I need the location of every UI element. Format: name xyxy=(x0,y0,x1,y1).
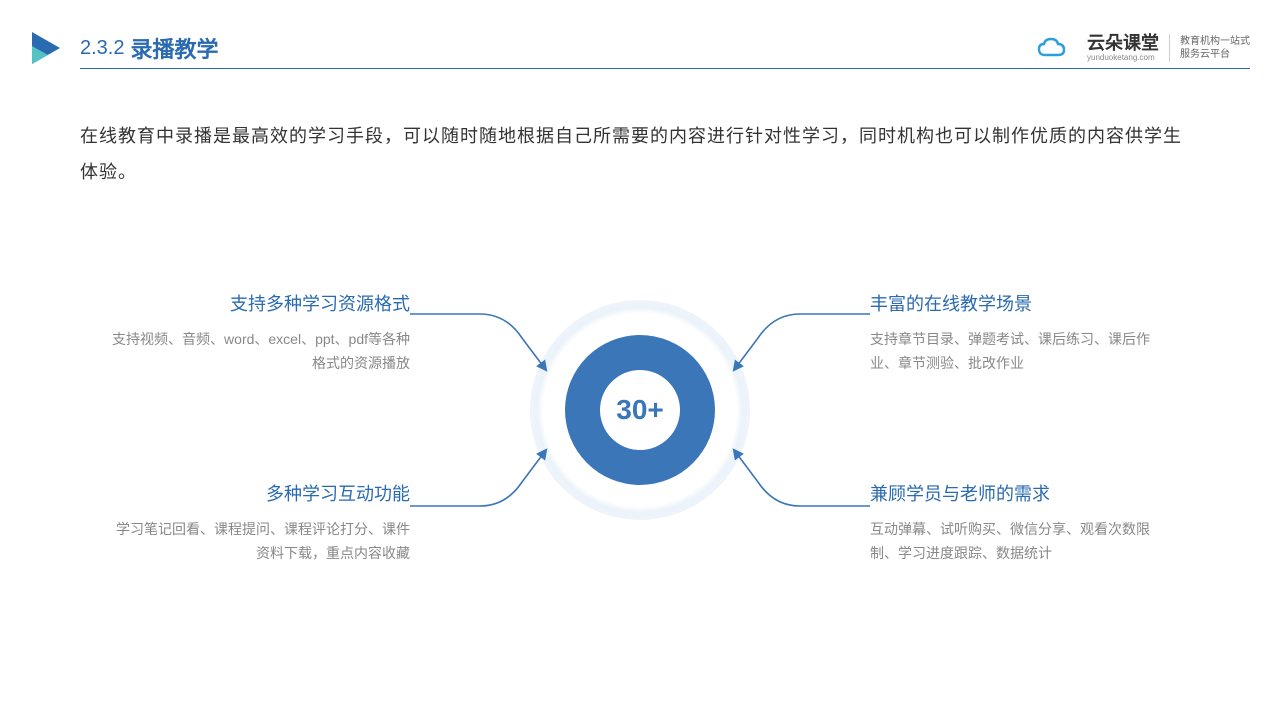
feature-top-right: 丰富的在线教学场景 支持章节目录、弹题考试、课后练习、课后作业、章节测验、批改作… xyxy=(870,290,1170,376)
brand-sub: yunduoketang.com xyxy=(1087,54,1159,63)
brand-tagline: 教育机构一站式服务云平台 xyxy=(1180,35,1250,61)
center-value: 30+ xyxy=(616,394,664,426)
feature-title: 多种学习互动功能 xyxy=(110,480,410,506)
slide-description: 在线教育中录播是最高效的学习手段，可以随时随地根据自己所需要的内容进行针对性学习… xyxy=(80,118,1200,190)
play-icon xyxy=(30,30,66,66)
header-left: 2.3.2 录播教学 xyxy=(30,30,219,66)
feature-desc: 支持视频、音频、word、excel、ppt、pdf等各种格式的资源播放 xyxy=(110,328,410,376)
feature-bottom-left: 多种学习互动功能 学习笔记回看、课程提问、课程评论打分、课件资料下载，重点内容收… xyxy=(110,480,410,566)
feature-title: 支持多种学习资源格式 xyxy=(110,290,410,316)
section-title: 录播教学 xyxy=(130,32,218,64)
divider xyxy=(1169,34,1170,62)
feature-title: 丰富的在线教学场景 xyxy=(870,290,1170,316)
section-number: 2.3.2 xyxy=(80,37,124,60)
cloud-logo-icon xyxy=(1037,37,1067,59)
header-right: 云朵课堂 yunduoketang.com 教育机构一站式服务云平台 xyxy=(1037,34,1250,63)
slide-header: 2.3.2 录播教学 云朵课堂 yunduoketang.com 教育机构一站式… xyxy=(30,30,1250,66)
feature-desc: 学习笔记回看、课程提问、课程评论打分、课件资料下载，重点内容收藏 xyxy=(110,518,410,566)
feature-title: 兼顾学员与老师的需求 xyxy=(870,480,1170,506)
feature-desc: 支持章节目录、弹题考试、课后练习、课后作业、章节测验、批改作业 xyxy=(870,328,1170,376)
white-core: 30+ xyxy=(600,370,680,450)
title-underline xyxy=(80,68,1250,69)
brand-name: 云朵课堂 xyxy=(1087,34,1159,54)
feature-bottom-right: 兼顾学员与老师的需求 互动弹幕、试听购买、微信分享、观看次数限制、学习进度跟踪、… xyxy=(870,480,1170,566)
center-circle: 30+ xyxy=(530,300,750,520)
feature-top-left: 支持多种学习资源格式 支持视频、音频、word、excel、ppt、pdf等各种… xyxy=(110,290,410,376)
brand-block: 云朵课堂 yunduoketang.com xyxy=(1083,34,1159,63)
feature-desc: 互动弹幕、试听购买、微信分享、观看次数限制、学习进度跟踪、数据统计 xyxy=(870,518,1170,566)
